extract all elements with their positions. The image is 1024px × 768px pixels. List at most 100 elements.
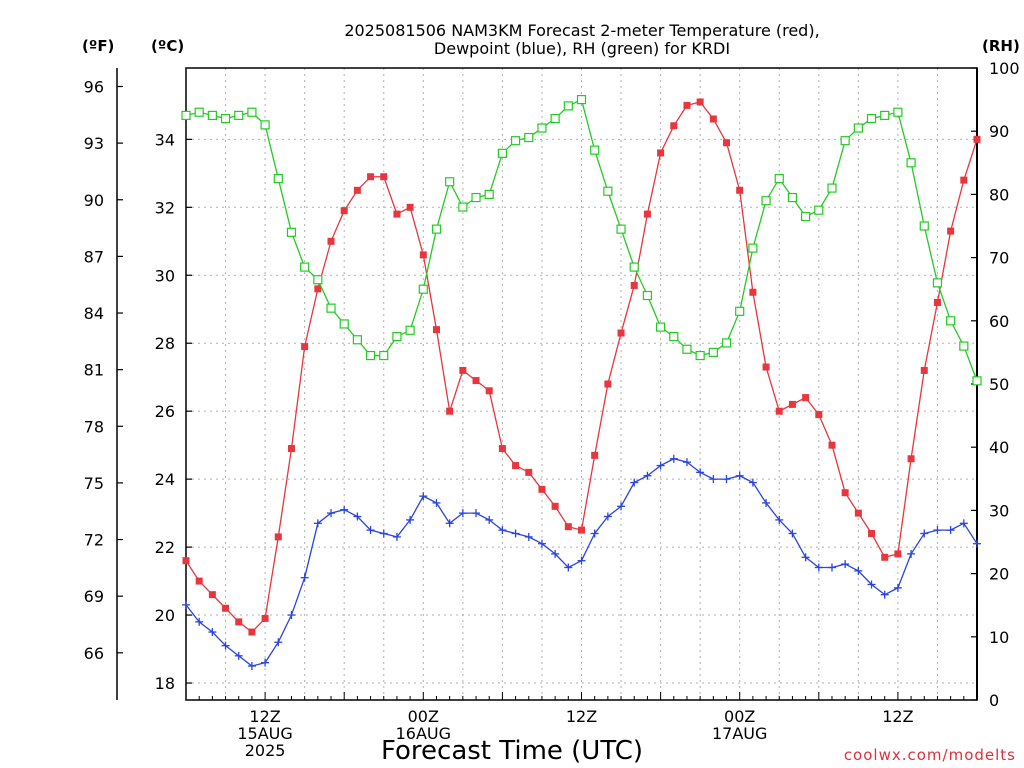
rh-point bbox=[827, 183, 837, 193]
fahrenheit-tick-label: 75 bbox=[84, 474, 104, 493]
temperature-point bbox=[868, 530, 876, 538]
rh-point bbox=[919, 221, 929, 231]
rh-point bbox=[946, 316, 956, 326]
axes bbox=[116, 67, 978, 701]
dewpoint-point bbox=[973, 539, 981, 548]
dewpoint-point bbox=[247, 662, 256, 671]
rh-point bbox=[906, 158, 916, 168]
chart-title-line1: 2025081506 NAM3KM Forecast 2-meter Tempe… bbox=[344, 21, 819, 40]
dewpoint-point bbox=[762, 498, 771, 507]
temperature-point bbox=[432, 326, 440, 334]
temperature-point bbox=[736, 186, 744, 194]
dewpoint-point bbox=[643, 471, 652, 480]
dewpoint-point bbox=[880, 590, 889, 599]
rh-point bbox=[220, 113, 231, 124]
x-tick-label: 00Z bbox=[408, 707, 439, 726]
temperature-point bbox=[762, 363, 770, 371]
dewpoint-point bbox=[590, 529, 599, 538]
temperature-point bbox=[802, 394, 810, 402]
rh-tick-label: 20 bbox=[989, 565, 1009, 584]
temperature-point bbox=[643, 210, 651, 218]
dewpoint-point bbox=[788, 529, 797, 538]
celsius-tick-label: 24 bbox=[155, 470, 175, 489]
rh-point bbox=[418, 284, 428, 294]
temperature-point bbox=[881, 553, 889, 561]
dewpoint-point bbox=[300, 573, 309, 582]
temperature-point bbox=[419, 251, 427, 259]
rh-point bbox=[655, 322, 666, 332]
temperature-point bbox=[380, 173, 388, 181]
x-tick-label: 12Z bbox=[566, 707, 597, 726]
temperature-point bbox=[367, 173, 375, 181]
temperature-point bbox=[248, 628, 256, 636]
rh-point bbox=[537, 123, 547, 133]
rh-point bbox=[603, 186, 613, 196]
dewpoint-point bbox=[366, 526, 375, 535]
dewpoint-point bbox=[669, 454, 678, 463]
dewpoint-point bbox=[907, 549, 916, 558]
dewpoint-point bbox=[722, 475, 731, 484]
rh-point bbox=[880, 110, 890, 121]
temperature-point bbox=[512, 462, 520, 470]
celsius-tick-label: 32 bbox=[155, 198, 175, 217]
data-series bbox=[181, 94, 982, 671]
temperature-point bbox=[788, 400, 796, 408]
x-tick-label: 17AUG bbox=[712, 724, 767, 743]
dewpoint-point bbox=[524, 532, 533, 541]
temperature-point bbox=[314, 285, 322, 293]
dewpoint-point bbox=[551, 549, 560, 558]
rh-tick-label: 40 bbox=[989, 438, 1009, 457]
fahrenheit-tick-label: 78 bbox=[84, 417, 104, 436]
temperature-point bbox=[564, 523, 572, 531]
dewpoint-point bbox=[603, 512, 612, 521]
dewpoint-point bbox=[261, 658, 270, 667]
temperature-point bbox=[947, 227, 955, 235]
rh-point bbox=[774, 174, 784, 184]
dewpoint-point bbox=[682, 458, 691, 467]
celsius-tick-label: 26 bbox=[155, 402, 175, 421]
temperature-point bbox=[525, 468, 533, 476]
temperature-point bbox=[670, 122, 678, 130]
dewpoint-point bbox=[327, 509, 336, 518]
dewpoint-point bbox=[933, 526, 942, 535]
dewpoint-point bbox=[432, 498, 441, 507]
temperature-point bbox=[578, 526, 585, 534]
dewpoint-point bbox=[577, 556, 586, 565]
dewpoint-point bbox=[735, 471, 744, 480]
chart-title-line2: Dewpoint (blue), RH (green) for KRDI bbox=[434, 39, 730, 58]
temperature-point bbox=[261, 614, 269, 622]
dewpoint-point bbox=[841, 560, 850, 569]
dewpoint-point bbox=[801, 553, 810, 562]
temperature-point bbox=[709, 115, 717, 123]
fahrenheit-tick-label: 90 bbox=[84, 191, 104, 210]
rh-point bbox=[959, 341, 969, 351]
rh-point bbox=[576, 94, 587, 105]
x-tick-label: 15AUG bbox=[237, 724, 292, 743]
celsius-tick-label: 28 bbox=[155, 334, 175, 353]
rh-point bbox=[616, 224, 626, 234]
temperature-point bbox=[841, 489, 849, 497]
fahrenheit-tick-label: 93 bbox=[84, 134, 104, 153]
rh-point bbox=[563, 101, 573, 111]
temperature-point bbox=[301, 343, 309, 351]
rh-point bbox=[669, 332, 679, 342]
celsius-tick-label: 18 bbox=[155, 674, 175, 693]
fahrenheit-tick-label: 72 bbox=[84, 531, 104, 550]
temperature-point bbox=[907, 455, 915, 463]
plot-frame bbox=[185, 67, 978, 701]
dewpoint-point bbox=[617, 502, 626, 511]
celsius-tick-label: 22 bbox=[155, 538, 175, 557]
rh-point bbox=[695, 350, 705, 361]
rh-point bbox=[379, 350, 389, 361]
rh-tick-label: 90 bbox=[989, 122, 1009, 141]
fahrenheit-tick-label: 84 bbox=[84, 304, 104, 323]
rh-point bbox=[458, 202, 468, 212]
celsius-tick-label: 30 bbox=[155, 266, 175, 285]
tick-labels: 66 69 72 75 78 81 84 87 90 93 96 18 20 22 24 26 28 30 32 34… bbox=[84, 59, 1020, 760]
temperature-point bbox=[208, 591, 216, 599]
celsius-tick-label: 20 bbox=[155, 606, 175, 625]
rh-point bbox=[260, 120, 270, 130]
dewpoint-point bbox=[472, 509, 481, 518]
temperature-point bbox=[960, 176, 968, 184]
rh-point bbox=[431, 224, 442, 234]
